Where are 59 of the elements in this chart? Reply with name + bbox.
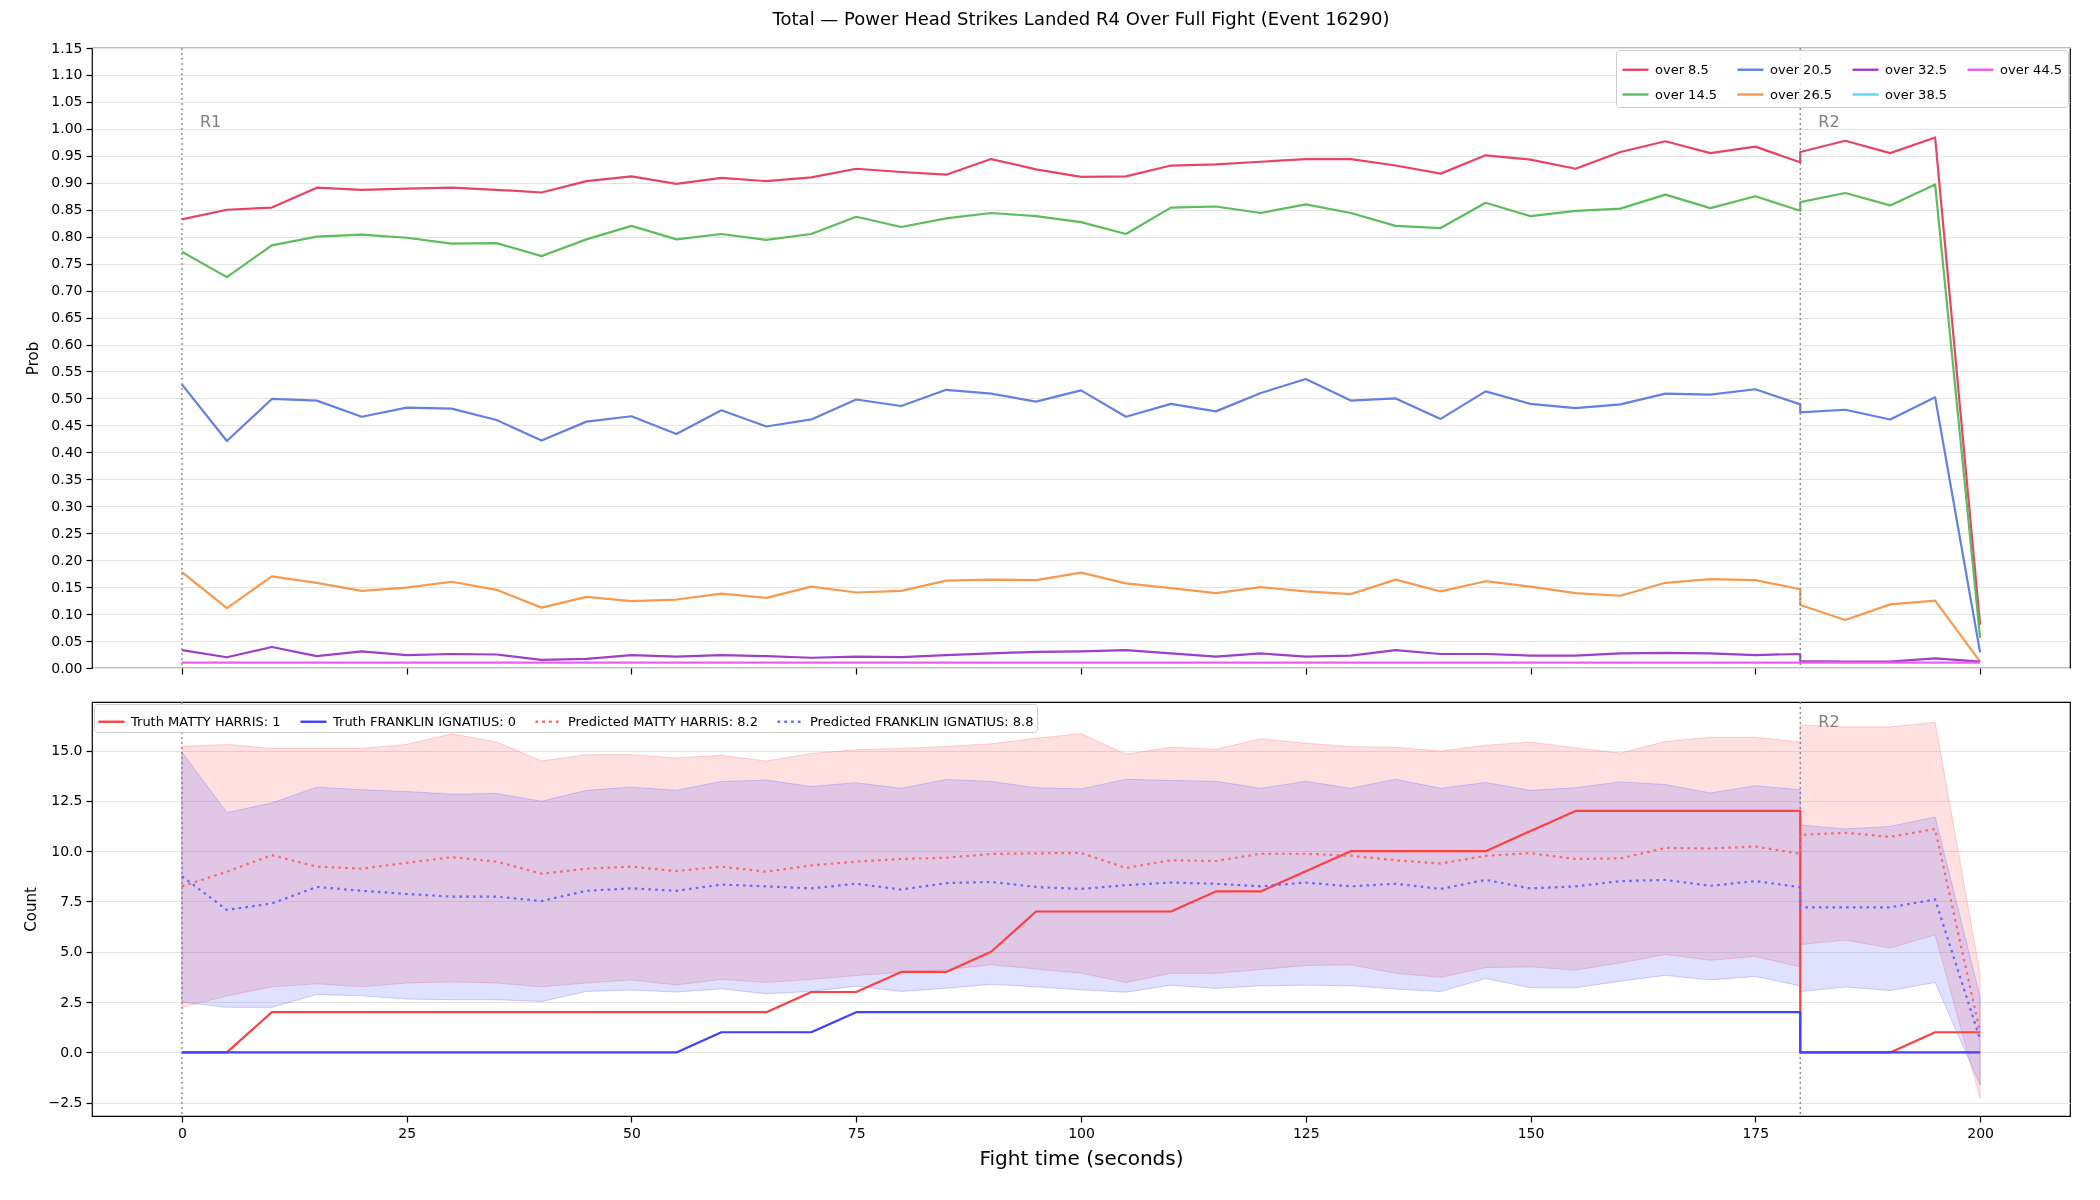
x-axis-title: Fight time (seconds) bbox=[979, 1145, 1184, 1170]
legend-label: Truth FRANKLIN IGNATIUS: 0 bbox=[332, 713, 516, 729]
y-tick-label: 5.0 bbox=[60, 943, 83, 960]
x-tick-label: 150 bbox=[1517, 1124, 1545, 1141]
ref-line-label: R1 bbox=[199, 112, 222, 131]
ref-line-label: R2 bbox=[1818, 112, 1840, 131]
y-tick-label: 1.00 bbox=[51, 120, 83, 137]
legend-label: Truth MATTY HARRIS: 1 bbox=[130, 713, 281, 729]
ref-line-label: R2 bbox=[1818, 712, 1840, 731]
y-tick-label: 0.15 bbox=[51, 578, 83, 595]
y-tick-label: 0.55 bbox=[51, 362, 83, 379]
y-tick-label: 1.05 bbox=[51, 93, 83, 110]
y-tick-label: 1.15 bbox=[51, 39, 83, 56]
y-tick-label: 0.0 bbox=[60, 1043, 83, 1060]
x-tick-label: 25 bbox=[398, 1124, 417, 1141]
y-tick-label: 1.10 bbox=[51, 66, 83, 83]
y-tick-label: 0.20 bbox=[51, 551, 83, 568]
y-tick-label: 15.0 bbox=[51, 742, 83, 758]
legend-label: Predicted FRANKLIN IGNATIUS: 8.8 bbox=[810, 713, 1034, 729]
x-tick-label: 75 bbox=[847, 1124, 866, 1141]
legend-label: Predicted MATTY HARRIS: 8.2 bbox=[568, 713, 758, 729]
legend-label: over 38.5 bbox=[1885, 86, 1948, 102]
x-tick-label: 100 bbox=[1068, 1124, 1095, 1141]
y-tick-label: 0.25 bbox=[51, 524, 83, 541]
y-tick-label: 10.0 bbox=[51, 842, 83, 859]
chart-title: Total — Power Head Strikes Landed R4 Over Full Fight (Event 16290) bbox=[771, 8, 1390, 29]
x-tick-label: 125 bbox=[1292, 1124, 1320, 1141]
y-tick-label: 0.45 bbox=[51, 416, 83, 433]
y-tick-label: 12.5 bbox=[51, 792, 83, 809]
y-tick-label: 0.60 bbox=[51, 336, 83, 353]
legend-label: over 44.5 bbox=[2000, 61, 2063, 77]
y-tick-label: 0.00 bbox=[51, 659, 83, 676]
y-tick-label: 0.70 bbox=[51, 282, 83, 299]
legend-label: over 20.5 bbox=[1770, 61, 1833, 77]
y-tick-label: −2.5 bbox=[48, 1094, 83, 1111]
x-tick-label: 0 bbox=[177, 1124, 187, 1141]
y-axis-title: Prob bbox=[24, 341, 43, 376]
y-tick-label: 2.5 bbox=[60, 993, 83, 1010]
y-tick-label: 0.10 bbox=[51, 605, 83, 622]
y-tick-label: 0.50 bbox=[51, 389, 83, 406]
y-tick-label: 0.80 bbox=[51, 228, 83, 245]
y-tick-label: 0.35 bbox=[51, 470, 83, 487]
y-tick-label: 0.95 bbox=[51, 147, 83, 164]
y-tick-label: 0.90 bbox=[51, 174, 83, 191]
legend-label: over 26.5 bbox=[1770, 86, 1833, 102]
y-tick-label: 0.05 bbox=[51, 632, 83, 649]
y-tick-label: 0.85 bbox=[51, 201, 83, 218]
x-tick-label: 200 bbox=[1967, 1124, 1994, 1141]
legend-label: over 32.5 bbox=[1885, 61, 1948, 77]
x-tick-label: 50 bbox=[623, 1124, 641, 1141]
y-tick-label: 0.65 bbox=[51, 309, 83, 326]
x-tick-label: 175 bbox=[1742, 1124, 1770, 1141]
y-tick-label: 0.30 bbox=[51, 497, 83, 514]
legend-label: over 14.5 bbox=[1655, 86, 1718, 102]
legend-label: over 8.5 bbox=[1655, 61, 1709, 77]
y-tick-label: 0.75 bbox=[51, 255, 83, 272]
y-tick-label: 7.5 bbox=[60, 892, 83, 909]
y-axis-title: Count bbox=[21, 887, 40, 932]
y-tick-label: 0.40 bbox=[51, 443, 83, 460]
